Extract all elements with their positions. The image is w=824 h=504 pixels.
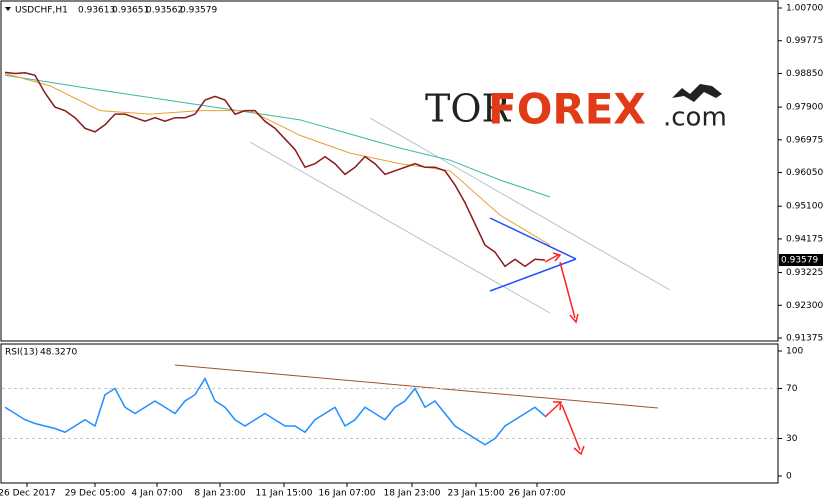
logo-bull — [672, 84, 722, 102]
x-tick-label: 29 Dec 05:00 — [65, 489, 126, 499]
y-tick-label: 1.00700 — [786, 4, 823, 14]
y-tick-label: 0.92300 — [786, 301, 823, 311]
y-tick-label: 0.97900 — [786, 103, 823, 113]
y-tick-label: 100 — [786, 347, 803, 357]
x-tick-label: 4 Jan 07:00 — [131, 489, 183, 499]
y-tick-label: 0.96050 — [786, 168, 823, 178]
rsi-panel — [0, 343, 779, 484]
rsi-trend-line — [174, 364, 659, 409]
channel-line — [369, 117, 671, 291]
logo: .com — [663, 103, 727, 133]
y-tick-label: 0.98850 — [786, 69, 823, 79]
y-tick-label: 30 — [786, 434, 798, 444]
series-line — [4, 74, 551, 198]
logo: TOR — [425, 87, 511, 131]
x-tick-label: 26 Dec 2017 — [0, 489, 56, 499]
ohlc: 0.93562 — [146, 6, 183, 16]
ohlc: 0.93579 — [180, 6, 217, 16]
y-tick-label: 0.95100 — [786, 202, 823, 212]
channel-line — [249, 141, 551, 314]
logo: FOREX — [488, 85, 646, 134]
x-tick-label: 16 Jan 07:00 — [319, 489, 376, 499]
x-tick-label: 26 Jan 07:00 — [509, 489, 566, 499]
x-tick-label: 23 Jan 15:00 — [448, 489, 505, 499]
y-tick-label: 0.93225 — [786, 268, 823, 278]
forecast-arrow — [544, 252, 579, 324]
y-tick-label: 0.94175 — [786, 234, 823, 244]
rsi-current: 48.3270 — [40, 348, 77, 358]
y-tick-label: 70 — [786, 384, 798, 394]
x-tick-label: 11 Jan 15:00 — [256, 489, 313, 499]
y-tick-label: 0 — [786, 472, 792, 482]
menu-triangle — [5, 7, 11, 11]
series-line — [4, 71, 546, 268]
x-tick-label: 8 Jan 23:00 — [194, 489, 246, 499]
triangle-line — [489, 217, 577, 260]
ohlc: 0.93613 — [78, 6, 115, 16]
price-tag — [779, 254, 823, 267]
series-line — [4, 376, 546, 446]
ohlc: 0.93651 — [112, 6, 149, 16]
symbol: USDCHF,H1 — [15, 6, 68, 16]
price-tag-label: 0.93579 — [781, 256, 818, 266]
y-tick-label: 0.91375 — [786, 334, 823, 344]
rsi-label: RSI(13) — [5, 348, 38, 358]
triangle-line — [489, 258, 577, 292]
y-tick-label: 0.99775 — [786, 36, 823, 46]
price-panel — [0, 0, 779, 342]
y-tick-label: 0.96975 — [786, 135, 823, 145]
x-tick-label: 18 Jan 23:00 — [384, 489, 441, 499]
forecast-arrow — [544, 401, 585, 456]
series-line — [4, 72, 551, 246]
